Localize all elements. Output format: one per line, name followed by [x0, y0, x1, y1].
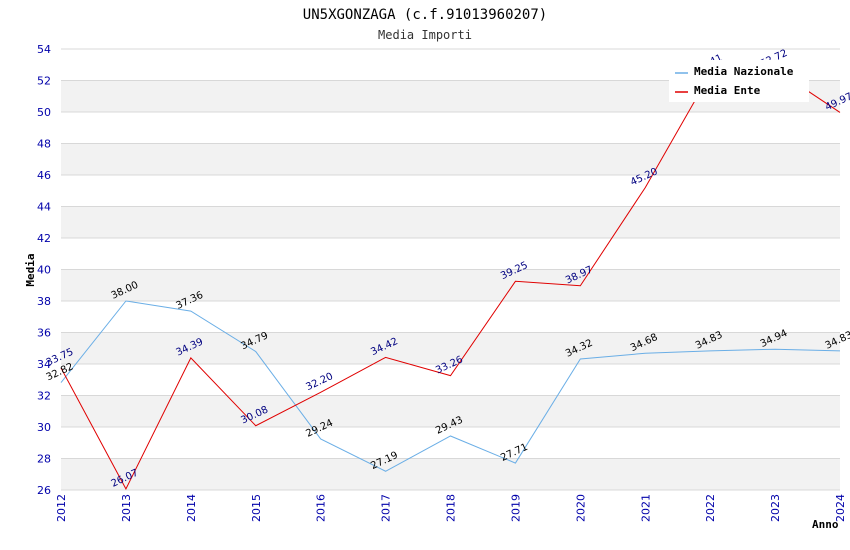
y-tick-label: 36: [37, 327, 51, 340]
x-tick-label: 2019: [509, 494, 522, 522]
plot-band: [61, 112, 840, 144]
y-axis-ticks: 26 28 30 32 34 36 38 40 42 44 46 48 50 52 54: [37, 43, 51, 497]
plot-band: [61, 206, 840, 238]
y-axis-label: Media: [24, 253, 37, 286]
x-tick-label: 2021: [639, 494, 652, 522]
y-tick-label: 34: [37, 358, 51, 371]
x-tick-label: 2022: [704, 494, 717, 522]
y-tick-label: 38: [37, 295, 51, 308]
y-tick-label: 50: [37, 106, 51, 119]
x-tick-label: 2016: [315, 494, 328, 522]
plot-band: [61, 364, 840, 396]
x-axis-label: Anno: [812, 518, 839, 531]
chart-subtitle: Media Importi: [378, 28, 472, 42]
y-tick-label: 44: [37, 201, 51, 214]
plot-band: [61, 427, 840, 459]
y-tick-label: 32: [37, 390, 51, 403]
y-tick-label: 48: [37, 138, 51, 151]
legend: Media Nazionale Media Ente: [669, 60, 809, 102]
x-tick-label: 2017: [380, 494, 393, 522]
series-line-nazionale: [60, 300, 841, 472]
plot-band: [61, 458, 840, 490]
x-axis-ticks: 2012 2013 2014 2015 2016 2017 2018 2019 2020 2021…: [55, 494, 847, 522]
y-tick-label: 30: [37, 421, 51, 434]
y-tick-label: 52: [37, 75, 51, 88]
legend-box: [669, 60, 809, 102]
plot-band: [61, 175, 840, 207]
plot-band: [61, 301, 840, 333]
x-tick-label: 2024: [834, 494, 847, 522]
x-tick-label: 2023: [769, 494, 782, 522]
gridlines: [61, 48, 840, 491]
x-tick-label: 2018: [445, 494, 458, 522]
legend-label-ente: Media Ente: [694, 84, 761, 97]
x-tick-label: 2014: [185, 494, 198, 522]
plot-background: [61, 49, 840, 490]
chart-title: UN5XGONZAGA (c.f.91013960207): [303, 7, 547, 23]
y-tick-label: 42: [37, 232, 51, 245]
plot-band: [61, 238, 840, 270]
legend-label-nazionale: Media Nazionale: [694, 65, 794, 78]
x-tick-label: 2020: [574, 494, 587, 522]
x-tick-label: 2012: [55, 494, 68, 522]
x-tick-label: 2013: [120, 494, 133, 522]
y-tick-label: 26: [37, 484, 51, 497]
y-tick-label: 54: [37, 43, 51, 56]
plot-band: [61, 143, 840, 175]
x-tick-label: 2015: [250, 494, 263, 522]
plot-band: [61, 395, 840, 427]
y-tick-label: 46: [37, 169, 51, 182]
y-tick-label: 40: [37, 264, 51, 277]
plot-band: [61, 269, 840, 301]
y-tick-label: 28: [37, 453, 51, 466]
